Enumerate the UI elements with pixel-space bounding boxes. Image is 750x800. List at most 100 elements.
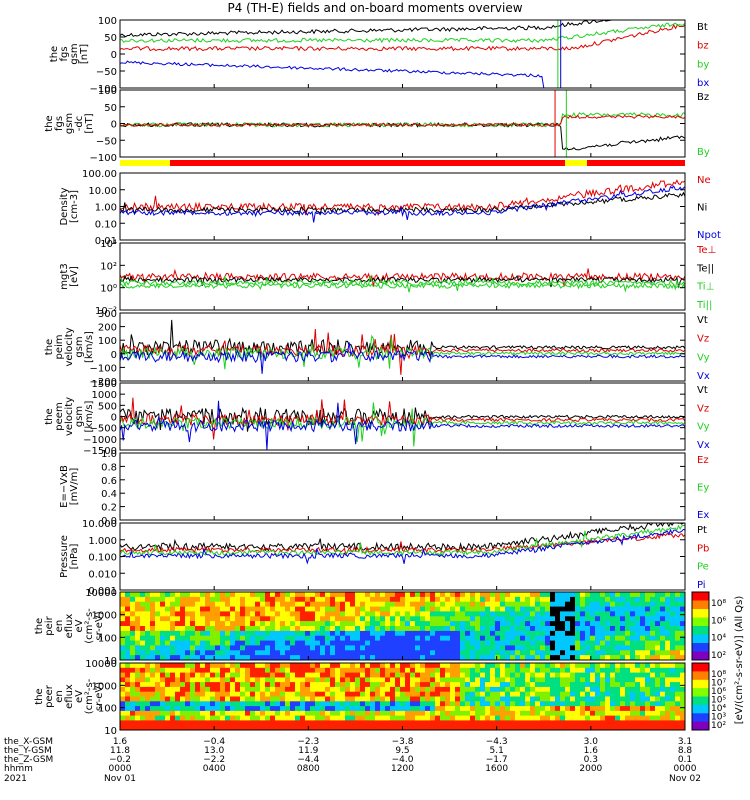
heatmap-cell: [350, 606, 356, 613]
heatmap-cell: [665, 596, 671, 603]
heatmap-cell: [170, 650, 176, 656]
heatmap-cell: [385, 686, 391, 693]
heatmap-cell: [660, 650, 666, 656]
heatmap-cell: [455, 592, 461, 598]
heatmap-cell: [555, 677, 561, 683]
heatmap-cell: [510, 701, 516, 707]
heatmap-cell: [230, 725, 236, 730]
heatmap-cell: [275, 640, 281, 647]
heatmap-cell: [480, 720, 486, 726]
heatmap-cell: [400, 601, 406, 608]
heatmap-cell: [355, 650, 361, 656]
heatmap-cell: [170, 715, 176, 721]
legend-label: Vx: [697, 440, 710, 451]
heatmap-cell: [680, 715, 685, 721]
heatmap-cell: [285, 720, 291, 726]
heatmap-cell: [355, 715, 361, 721]
heatmap-cell: [185, 616, 191, 622]
heatmap-cell: [495, 710, 501, 717]
heatmap-cell: [620, 663, 626, 669]
heatmap-cell: [540, 691, 546, 698]
heatmap-cell: [345, 672, 351, 678]
heatmap-cell: [135, 606, 141, 613]
heatmap-cell: [510, 720, 516, 726]
heatmap-cell: [575, 596, 581, 603]
heatmap-cell: [265, 635, 271, 642]
heatmap-cell: [320, 710, 326, 717]
heatmap-cell: [390, 667, 396, 674]
heatmap-cell: [190, 630, 196, 637]
heatmap-cell: [545, 635, 551, 642]
heatmap-cell: [340, 621, 346, 627]
heatmap-cell: [245, 720, 251, 726]
series-line-npot: [120, 185, 685, 223]
heatmap-cell: [400, 701, 406, 707]
heatmap-cell: [295, 715, 301, 721]
heatmap-cell: [680, 630, 685, 637]
heatmap-cell: [525, 630, 531, 637]
heatmap-cell: [390, 672, 396, 678]
heatmap-cell: [575, 655, 581, 660]
heatmap-cell: [460, 720, 466, 726]
heatmap-cell: [625, 715, 631, 721]
heatmap-cell: [140, 706, 146, 712]
heatmap-cell: [390, 686, 396, 693]
heatmap-cell: [130, 696, 136, 702]
colorbar-frame: [691, 662, 710, 731]
heatmap-cell: [425, 720, 431, 726]
heatmap-cell: [595, 621, 601, 627]
heatmap-cell: [130, 663, 136, 669]
heatmap-cell: [365, 715, 371, 721]
legend-label: Vx: [697, 371, 710, 382]
heatmap-cell: [315, 720, 321, 726]
heatmap-cell: [215, 667, 221, 674]
mode-bar-fast: [120, 160, 170, 166]
heatmap-cell: [285, 682, 291, 688]
heatmap-cell: [410, 655, 416, 660]
heatmap-cell: [515, 611, 521, 617]
heatmap-cell: [610, 720, 616, 726]
heatmap-cell: [175, 686, 181, 693]
heatmap-cell: [530, 655, 536, 660]
heatmap-cell: [390, 611, 396, 617]
colorbar-frame: [691, 591, 710, 661]
ylabel-line: velocity: [64, 397, 75, 436]
heatmap-cell: [455, 601, 461, 608]
heatmap-cell: [400, 635, 406, 642]
heatmap-cell: [515, 606, 521, 613]
heatmap-cell: [630, 686, 636, 693]
heatmap-cell: [575, 686, 581, 693]
heatmap-cell: [240, 663, 246, 669]
heatmap-cell: [280, 650, 286, 656]
heatmap-cell: [355, 606, 361, 613]
heatmap-cell: [515, 650, 521, 656]
heatmap-cell: [135, 667, 141, 674]
heatmap-cell: [260, 710, 266, 717]
heatmap-cell: [575, 635, 581, 642]
heatmap-cell: [430, 720, 436, 726]
heatmap-cell: [155, 725, 161, 730]
heatmap-cell: [625, 677, 631, 683]
heatmap-cell: [155, 611, 161, 617]
heatmap-cell: [225, 592, 231, 598]
heatmap-cell: [660, 677, 666, 683]
heatmap-cell: [500, 626, 506, 632]
heatmap-cell: [365, 672, 371, 678]
ytick-label: 0.001: [88, 586, 117, 597]
heatmap-cell: [175, 626, 181, 632]
heatmap-cell: [175, 645, 181, 651]
heatmap-cell: [145, 601, 151, 608]
heatmap-cell: [265, 626, 271, 632]
heatmap-cell: [575, 630, 581, 637]
heatmap-cell: [505, 635, 511, 642]
heatmap-cell: [570, 596, 576, 603]
heatmap-cell: [495, 650, 501, 656]
heatmap-cell: [130, 601, 136, 608]
heatmap-cell: [545, 616, 551, 622]
heatmap-cell: [435, 715, 441, 721]
heatmap-cell: [670, 696, 676, 702]
heatmap-cell: [325, 696, 331, 702]
heatmap-cell: [580, 596, 586, 603]
heatmap-cell: [565, 710, 571, 717]
heatmap-cell: [275, 725, 281, 730]
